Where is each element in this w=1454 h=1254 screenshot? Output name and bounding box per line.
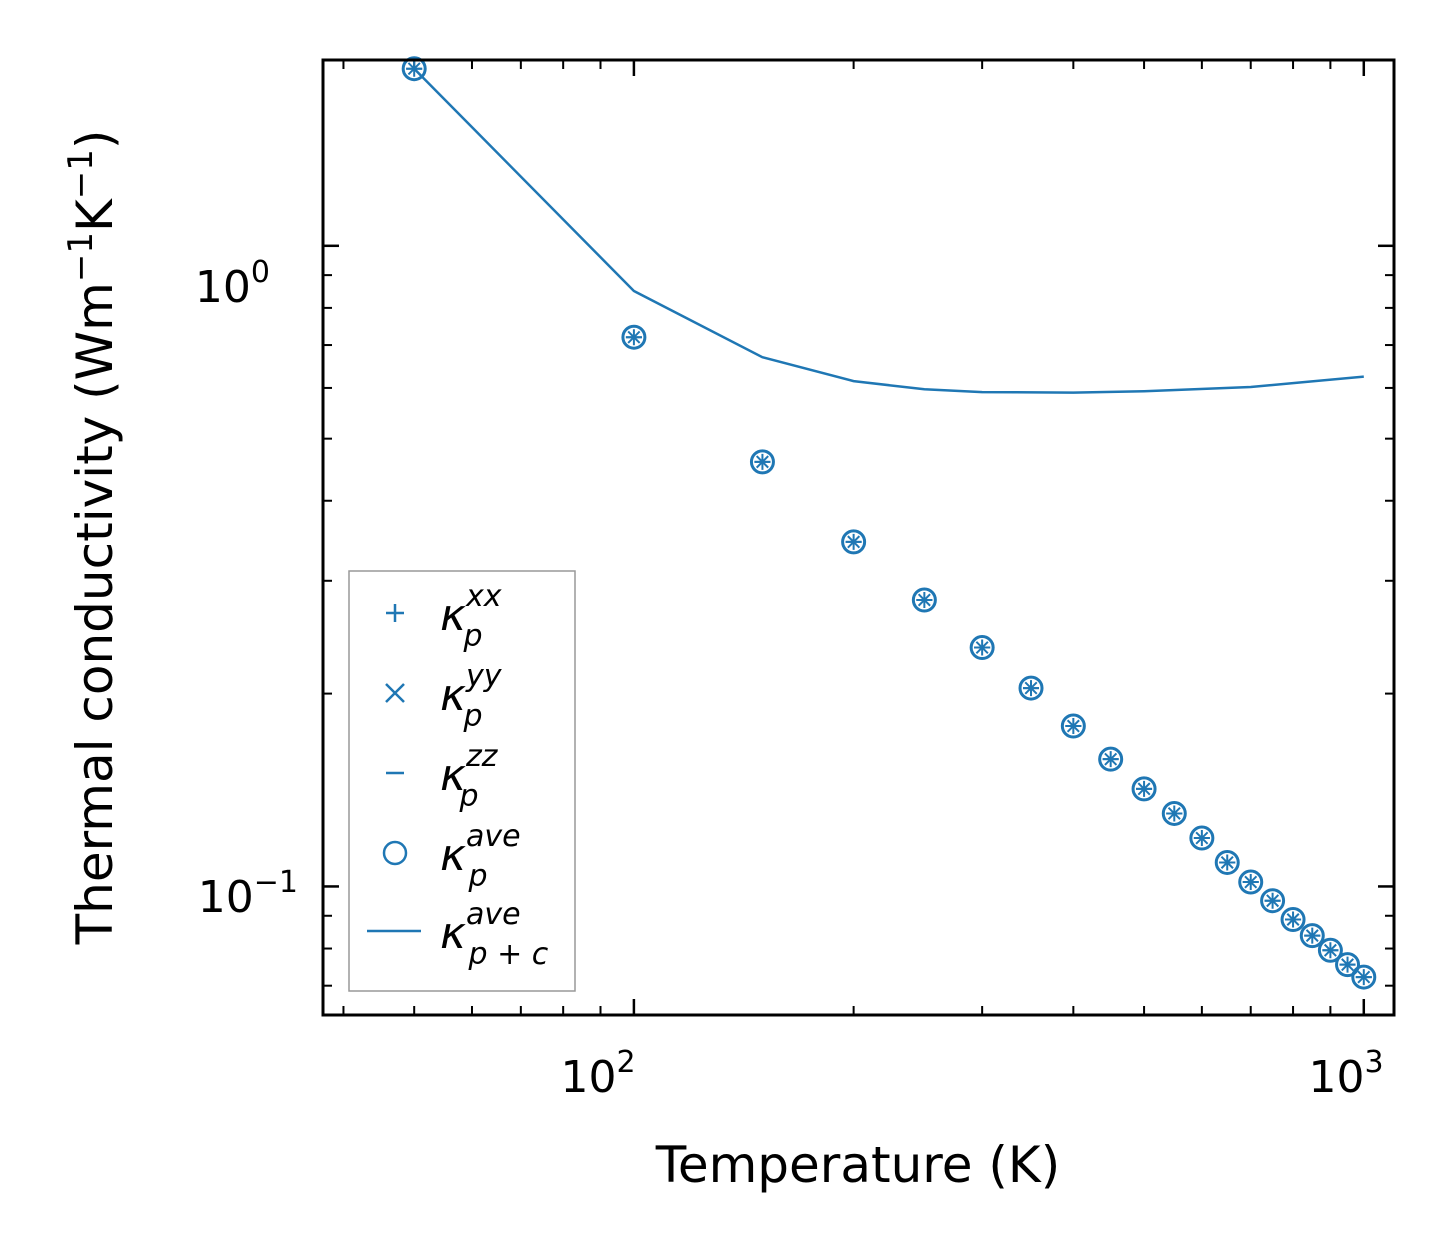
point-kappa-p-ave-800 [1280, 906, 1306, 932]
legend-item-kzz: κzz p [386, 739, 499, 814]
legend-marker-circle [382, 840, 408, 866]
point-kappa-p-ave-850 [1299, 923, 1325, 949]
point-kappa-p-ave-700 [1238, 869, 1264, 895]
y-axis-label-base: Thermal conductivity (Wm [66, 282, 124, 945]
y-axis-label-mid: K [66, 198, 124, 232]
point-kappa-p-ave-500 [1131, 776, 1157, 802]
legend-item-kyy: κyy p [385, 659, 503, 734]
x-axis-label: Temperature (K) [655, 1136, 1060, 1194]
point-kappa-p-ave-650 [1214, 849, 1240, 875]
legend-item-kpc: κave p + c [367, 897, 549, 972]
legend: κxx p κyy p κzz p κave p κave p + c [348, 570, 576, 992]
point-kappa-p-ave-150 [749, 449, 775, 475]
legend-marker-x [385, 683, 405, 703]
point-kappa-p-ave-750 [1260, 888, 1286, 914]
point-kappa-p-ave-50 [401, 56, 427, 82]
y-axis-label-exp1: −1 [61, 232, 101, 282]
y-tick-label-0.1: 10−1 [198, 865, 298, 923]
plot-frame [321, 58, 1396, 1017]
y-tick-label-1: 100 [195, 255, 270, 313]
y-axis-label-end: ) [66, 130, 124, 150]
y-axis-label-exp2: −1 [61, 149, 101, 199]
point-kappa-p-ave-350 [1018, 675, 1044, 701]
series-line-kappa-p-c-ave [413, 67, 1364, 394]
point-kappa-p-ave-600 [1189, 825, 1215, 851]
point-kappa-p-ave-950 [1335, 952, 1361, 978]
y-axis-label: Thermal conductivity (Wm−1K−1) [61, 130, 124, 946]
point-kappa-p-ave-250 [911, 587, 937, 613]
point-kappa-p-ave-900 [1317, 937, 1343, 963]
point-kappa-p-ave-450 [1098, 746, 1124, 772]
legend-item-kave: κave p [382, 819, 521, 894]
x-tick-label-100: 102 [560, 1045, 635, 1103]
legend-marker-plus [386, 604, 404, 622]
point-kappa-p-ave-200 [841, 529, 867, 555]
x-tick-label-1000: 103 [1308, 1045, 1383, 1103]
legend-frame [348, 570, 576, 992]
point-kappa-p-ave-400 [1060, 713, 1086, 739]
point-kappa-p-ave-300 [969, 635, 995, 661]
point-kappa-p-ave-1000 [1351, 964, 1377, 990]
legend-item-kxx: κxx p [386, 579, 502, 654]
point-kappa-p-ave-100 [621, 324, 647, 350]
point-kappa-p-ave-550 [1161, 800, 1187, 826]
